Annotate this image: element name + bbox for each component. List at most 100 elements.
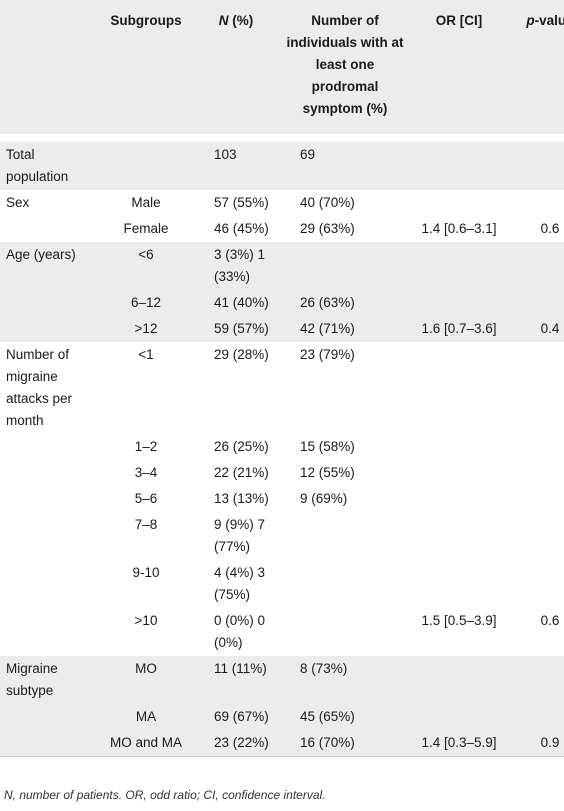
cell-n: 59 (57%) — [190, 316, 282, 342]
cell-subgroup: 3–4 — [134, 465, 158, 480]
cell-prodromal: 42 (71%) — [282, 316, 408, 342]
table-row: Total population 103 69 — [0, 142, 564, 190]
cell-n: 9 (9%) 7 (77%) — [214, 517, 266, 554]
cell-p-value — [510, 560, 564, 608]
header-cell-or-ci: OR [CI] — [435, 13, 483, 28]
cell-subgroup: 5–6 — [134, 491, 158, 506]
header-cell-subgroups: Subgroups — [110, 13, 182, 28]
cell-or-ci — [408, 342, 510, 434]
cell-prodromal: 45 (65%) — [282, 704, 408, 730]
cell-group — [0, 316, 102, 342]
cell-group — [0, 486, 102, 512]
cell-p-value — [510, 486, 564, 512]
cell-p-value: 0.6 — [540, 221, 560, 236]
cell-prodromal — [282, 512, 408, 560]
cell-n: 41 (40%) — [190, 290, 282, 316]
spacer-cell — [282, 134, 408, 142]
cell-p-value — [510, 290, 564, 316]
header-cell-p-value: p-value — [526, 13, 564, 28]
cell-p-value — [510, 242, 564, 290]
cell-prodromal: 8 (73%) — [282, 656, 408, 704]
cell-group — [0, 460, 102, 486]
header-cell-group — [0, 0, 102, 134]
table-row: 3–4 22 (21%) 12 (55%) — [0, 460, 564, 486]
cell-or-ci — [408, 242, 510, 290]
header-p-italic: p — [526, 13, 535, 28]
cell-prodromal: 23 (79%) — [300, 347, 355, 362]
cell-prodromal: 26 (63%) — [282, 290, 408, 316]
cell-n: 57 (55%) — [214, 195, 269, 210]
cell-p-value — [510, 512, 564, 560]
cell-subgroup: Female — [123, 221, 169, 236]
cell-subgroup: MO — [102, 656, 190, 704]
data-table: Subgroups N (%) Number of individuals wi… — [0, 0, 564, 757]
cell-or-ci — [408, 460, 510, 486]
cell-subgroup: Male — [131, 195, 161, 210]
cell-group: Migraine subtype — [0, 656, 102, 704]
spacer-cell — [408, 134, 510, 142]
cell-group — [0, 216, 102, 242]
table-row: 1–2 26 (25%) 15 (58%) — [0, 434, 564, 460]
cell-subgroup: 1–2 — [134, 439, 158, 454]
cell-p-value — [510, 434, 564, 460]
table-body: Total population 103 69 Sex Male 57 (55%) 40 (… — [0, 134, 564, 757]
cell-or-ci — [408, 434, 510, 460]
cell-or-ci — [408, 142, 510, 190]
cell-p-value: 0.4 — [510, 316, 564, 342]
table-footnote: N, number of patients. OR, odd ratio; CI… — [4, 788, 326, 802]
cell-group — [0, 434, 102, 460]
cell-subgroup: 7–8 — [134, 517, 158, 532]
cell-n: 46 (45%) — [214, 221, 269, 236]
table-row: 7–8 9 (9%) 7 (77%) — [0, 512, 564, 560]
cell-group — [0, 290, 102, 316]
cell-prodromal — [282, 608, 408, 656]
cell-subgroup: >12 — [102, 316, 190, 342]
cell-n: 3 (3%) 1 (33%) — [190, 242, 282, 290]
cell-group: Number of migraine attacks per month — [6, 347, 73, 428]
header-row: Subgroups N (%) Number of individuals wi… — [0, 0, 564, 134]
spacer-cell — [102, 134, 190, 142]
table-header: Subgroups N (%) Number of individuals wi… — [0, 0, 564, 134]
cell-or-ci: 1.4 [0.6–3.1] — [421, 221, 497, 236]
cell-or-ci — [408, 560, 510, 608]
cell-group — [0, 730, 102, 757]
cell-p-value: 0.9 — [510, 730, 564, 757]
cell-p-value — [510, 190, 564, 216]
cell-prodromal — [282, 560, 408, 608]
cell-subgroup: 9-10 — [132, 565, 160, 580]
cell-prodromal: 9 (69%) — [300, 491, 348, 506]
cell-n: 23 (22%) — [190, 730, 282, 757]
table-row: MA 69 (67%) 45 (65%) — [0, 704, 564, 730]
cell-prodromal: 12 (55%) — [300, 465, 355, 480]
header-spacer-row — [0, 134, 564, 142]
cell-subgroup: <6 — [102, 242, 190, 290]
spacer-cell — [0, 134, 102, 142]
cell-p-value — [510, 704, 564, 730]
header-cell-n: N (%) — [218, 13, 254, 28]
table-row: >10 0 (0%) 0 (0%) 1.5 [0.5–3.9] 0.6 — [0, 608, 564, 656]
cell-subgroup: MA — [102, 704, 190, 730]
cell-n: 29 (28%) — [214, 347, 269, 362]
cell-group — [0, 704, 102, 730]
cell-group — [0, 608, 102, 656]
table-row: Age (years) <6 3 (3%) 1 (33%) — [0, 242, 564, 290]
cell-n: 4 (4%) 3 (75%) — [214, 565, 266, 602]
cell-n: 11 (11%) — [190, 656, 282, 704]
table-row: 5–6 13 (13%) 9 (69%) — [0, 486, 564, 512]
cell-n: 69 (67%) — [190, 704, 282, 730]
cell-or-ci — [408, 656, 510, 704]
table-row: Sex Male 57 (55%) 40 (70%) — [0, 190, 564, 216]
cell-subgroup: <1 — [138, 347, 154, 362]
cell-p-value: 0.6 — [540, 613, 560, 628]
spacer-cell — [510, 134, 564, 142]
cell-group — [0, 512, 102, 560]
cell-prodromal: 69 — [282, 142, 408, 190]
cell-or-ci — [408, 190, 510, 216]
table-row: Number of migraine attacks per month <1 29… — [0, 342, 564, 434]
spacer-cell — [190, 134, 282, 142]
cell-n: 0 (0%) 0 (0%) — [214, 613, 266, 650]
cell-group: Age (years) — [0, 242, 102, 290]
cell-or-ci — [408, 512, 510, 560]
table-row: Migraine subtype MO 11 (11%) 8 (73%) — [0, 656, 564, 704]
cell-or-ci — [408, 704, 510, 730]
